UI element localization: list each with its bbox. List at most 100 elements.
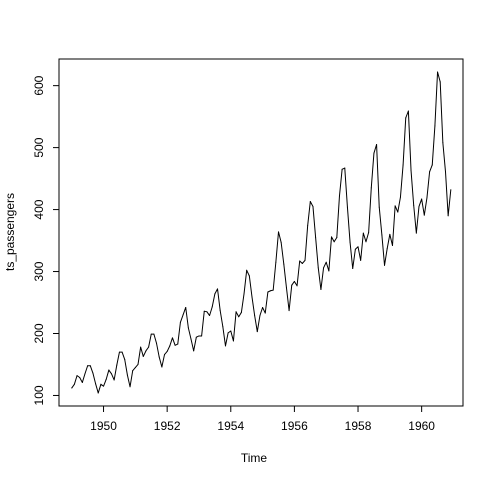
data-point [293,280,295,282]
data-point [211,306,213,308]
y-tick-label: 400 [32,199,46,219]
data-point [126,374,128,376]
data-point [158,356,160,358]
data-point [421,198,423,200]
data-point [442,142,444,144]
data-point [222,326,224,328]
data-point [161,366,163,368]
data-point [272,289,274,291]
data-point [344,167,346,169]
data-point [450,189,452,191]
data-point [373,152,375,154]
data-point [328,270,330,272]
data-point [315,236,317,238]
data-point [352,267,354,269]
data-point [349,241,351,243]
y-tick-label: 500 [32,137,46,157]
data-point [325,261,327,263]
data-point [193,350,195,352]
data-point [357,246,359,248]
data-point [238,316,240,318]
data-point [296,285,298,287]
data-point [362,232,364,234]
data-point [439,81,441,83]
data-point [397,211,399,213]
data-point [214,293,216,295]
data-point [354,248,356,250]
x-tick-label: 1954 [217,419,244,433]
data-point [384,264,386,266]
data-point [368,232,370,233]
data-point [219,310,221,312]
data-point [312,205,314,207]
data-point [177,343,179,345]
y-axis-label: ts_passengers [3,193,17,271]
data-point [105,378,107,380]
data-point [413,204,415,206]
data-point [423,214,425,216]
data-point [415,232,417,234]
data-point [410,170,412,172]
x-tick-label: 1956 [281,419,308,433]
data-point [333,241,335,243]
data-point [71,387,73,389]
data-point [230,330,232,332]
axis-ticks: 1950 1952 1954 1956 1958 1960 100 200 300 400 500 6… [32,75,435,433]
data-point [187,327,189,329]
data-point [97,392,99,394]
data-point [166,350,168,352]
y-tick-label: 600 [32,75,46,95]
data-point [89,365,91,367]
data-point [217,288,219,290]
data-point [198,335,200,337]
data-point [232,340,234,342]
series-layer [71,71,452,394]
data-point [76,375,78,377]
data-point [407,110,409,112]
data-point [150,333,152,335]
data-point [227,332,229,334]
data-point [116,364,118,366]
data-point [402,164,404,166]
data-point [391,245,393,247]
series-points [71,71,452,394]
data-point [240,311,242,313]
data-point [137,363,139,365]
data-point [365,241,367,243]
series-line [71,71,452,394]
data-point [429,171,431,173]
data-point [224,345,226,347]
data-point [203,310,205,312]
data-point [132,370,134,372]
data-point [264,312,266,314]
data-point [381,234,383,236]
data-point [171,337,173,339]
data-point [275,261,277,263]
data-point [405,117,407,119]
data-point [251,296,253,298]
data-point [288,310,290,312]
data-point [84,373,86,375]
data-point [209,315,211,317]
data-point [92,372,94,374]
data-point [256,331,258,333]
plot-frame [58,58,464,407]
x-tick-label: 1950 [90,419,117,433]
x-tick-label: 1958 [345,419,372,433]
data-point [113,379,115,381]
x-axis-label: Time [241,451,268,465]
data-point [164,354,166,356]
data-point [95,383,97,385]
data-point [142,355,144,357]
data-point [169,345,171,347]
data-point [445,171,446,173]
data-point [235,311,237,313]
x-tick-label: 1952 [154,419,181,433]
data-point [148,346,150,348]
data-point [103,385,105,387]
data-point [304,259,306,261]
data-point [110,373,112,375]
data-point [309,201,311,203]
data-point [243,293,245,295]
